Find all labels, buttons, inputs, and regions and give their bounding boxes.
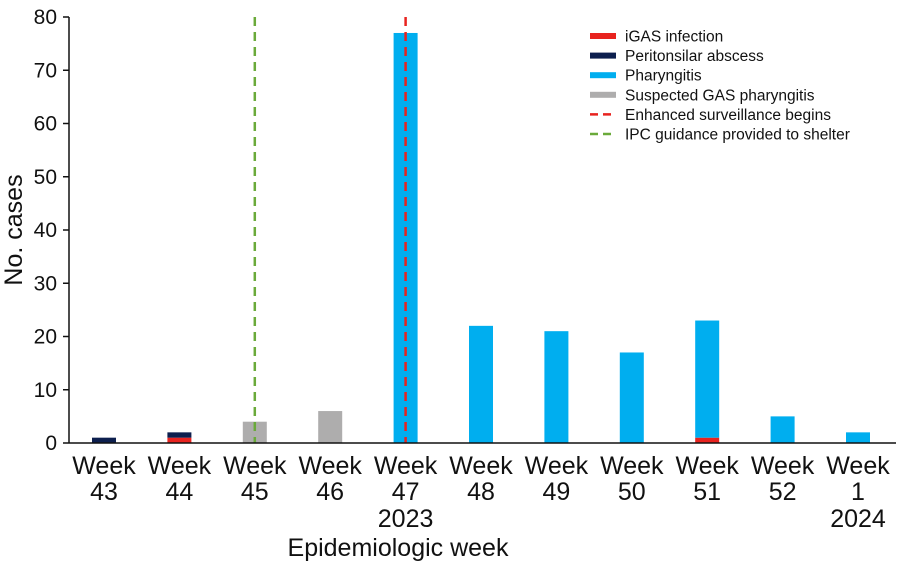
y-tick-label-10: 10 <box>34 379 57 402</box>
y-tick-label-60: 60 <box>34 113 57 136</box>
x-tick-label-week-51-line2: 51 <box>693 478 721 506</box>
x-tick-label-week-50-line1: Week <box>600 452 664 480</box>
bar-suspected-gas-pharyngitis-week-46 <box>318 411 343 443</box>
legend-label-enhanced-surveillance-begins: Enhanced surveillance begins <box>625 107 831 124</box>
x-tick-label-week-44-line2: 44 <box>165 478 193 506</box>
bar-pharyngitis-week-49 <box>544 331 569 443</box>
year-label-2023: 2023 <box>378 505 434 533</box>
bars-layer <box>92 32 870 443</box>
x-tick-label-week-1-line1: Week <box>826 452 890 480</box>
bar-pharyngitis-week-1 <box>846 432 870 443</box>
legend-swatch-pharyngitis <box>590 72 616 79</box>
x-axis-title: Epidemiologic week <box>288 534 509 562</box>
y-tick-label-0: 0 <box>45 432 57 455</box>
reference-lines-layer <box>253 17 407 443</box>
legend-label-ipc-guidance-provided-to-shelter: IPC guidance provided to shelter <box>625 127 850 144</box>
x-tick-label-week-51-line1: Week <box>675 452 739 480</box>
y-axis-title: No. cases <box>0 174 28 285</box>
legend-swatch-suspected-gas-pharyngitis <box>590 91 616 98</box>
bar-pharyngitis-week-47 <box>393 32 418 443</box>
x-ticks-layer: Week43Week44Week45Week46Week47Week48Week… <box>72 452 890 533</box>
x-tick-label-week-50-line2: 50 <box>618 478 646 506</box>
bar-peritonsilar-abscess-week-44 <box>167 432 192 438</box>
x-tick-label-week-46-line1: Week <box>298 452 362 480</box>
legend-label-igas-infection: iGAS infection <box>625 29 723 46</box>
y-tick-label-40: 40 <box>34 219 57 242</box>
bar-peritonsilar-abscess-week-43 <box>92 437 116 443</box>
x-tick-label-week-44-line1: Week <box>148 452 212 480</box>
y-ticks-layer: 0 10 20 30 40 50 60 70 80 <box>34 6 69 455</box>
x-tick-label-week-45-line1: Week <box>223 452 287 480</box>
bar-igas-infection-week-51 <box>695 437 720 443</box>
x-tick-label-week-52-line1: Week <box>751 452 815 480</box>
legend-label-pharyngitis: Pharyngitis <box>625 68 702 85</box>
x-tick-label-week-47-line2: 47 <box>392 478 420 506</box>
x-tick-label-week-46-line2: 46 <box>316 478 344 506</box>
x-tick-label-week-48-line2: 48 <box>467 478 495 506</box>
legend-label-suspected-gas-pharyngitis: Suspected GAS pharyngitis <box>625 87 815 104</box>
legend-swatch-igas-infection <box>590 33 616 39</box>
legend: iGAS infection Peritonsilar abscess Pharyn… <box>590 29 850 144</box>
legend-swatch-peritonsilar-abscess <box>590 52 616 59</box>
x-tick-label-week-49-line2: 49 <box>542 478 570 506</box>
x-tick-label-week-45-line2: 45 <box>241 478 269 506</box>
y-tick-label-30: 30 <box>34 272 57 295</box>
bar-pharyngitis-week-50 <box>619 352 644 443</box>
x-tick-label-week-47-line1: Week <box>374 452 438 480</box>
bar-suspected-gas-pharyngitis-week-45 <box>242 421 267 443</box>
y-tick-label-50: 50 <box>34 166 57 189</box>
x-tick-label-week-49-line1: Week <box>525 452 589 480</box>
x-tick-label-week-43-line1: Week <box>72 452 136 480</box>
bar-pharyngitis-week-52 <box>770 416 795 443</box>
x-tick-label-week-1-line2: 1 <box>851 478 865 506</box>
x-tick-label-week-43-line2: 43 <box>90 478 118 506</box>
x-tick-label-week-52-line2: 52 <box>769 478 797 506</box>
bar-pharyngitis-week-48 <box>469 325 493 443</box>
x-tick-label-week-48-line1: Week <box>449 452 513 480</box>
y-tick-label-80: 80 <box>34 6 57 29</box>
bar-igas-infection-week-44 <box>167 437 192 443</box>
legend-label-peritonsilar-abscess: Peritonsilar abscess <box>625 48 764 65</box>
y-tick-label-20: 20 <box>34 326 57 349</box>
bar-pharyngitis-week-51 <box>695 320 720 438</box>
year-label-2024: 2024 <box>830 505 886 533</box>
y-tick-label-70: 70 <box>34 59 57 82</box>
